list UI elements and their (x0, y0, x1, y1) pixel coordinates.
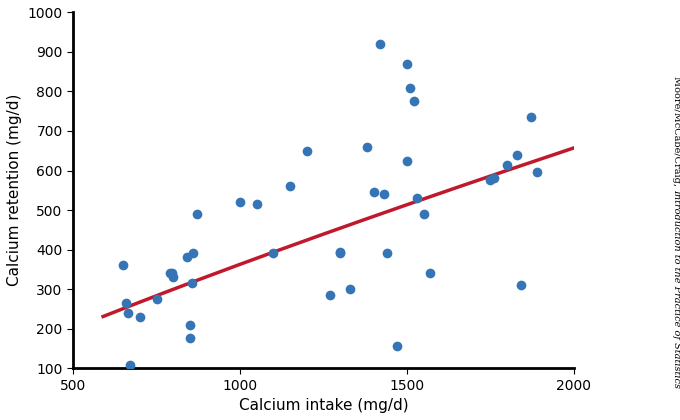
Point (168, 274, 179, 281)
Point (186, 280, 197, 286)
Point (368, 189, 379, 196)
Point (181, 254, 192, 261)
Point (362, 144, 373, 150)
Point (301, 147, 312, 154)
X-axis label: Calcium intake (mg/d): Calcium intake (mg/d) (239, 398, 408, 413)
Point (184, 321, 195, 328)
Point (165, 270, 175, 277)
Point (151, 296, 162, 302)
Point (335, 250, 345, 257)
Y-axis label: Calcium retention (mg/d): Calcium retention (mg/d) (7, 94, 22, 286)
Text: Moore/McCabe/Craig,: Moore/McCabe/Craig, (672, 76, 680, 189)
Point (502, 161, 513, 168)
Text: Introduction to the Practice of Statistics: Introduction to the Practice of Statisti… (672, 189, 680, 388)
Point (166, 270, 177, 277)
Point (411, 195, 422, 202)
Point (525, 114, 536, 121)
Point (515, 282, 526, 289)
Point (325, 291, 336, 298)
Point (268, 250, 279, 257)
Point (402, 60, 413, 67)
Point (184, 335, 195, 342)
Point (335, 248, 345, 255)
Point (118, 262, 129, 269)
Point (425, 270, 436, 277)
Point (375, 41, 386, 47)
Point (402, 157, 413, 164)
Point (418, 210, 429, 217)
Point (378, 191, 389, 197)
Point (191, 210, 202, 217)
Point (345, 286, 356, 292)
Point (512, 151, 523, 158)
Point (408, 98, 419, 105)
Point (285, 183, 296, 190)
Point (405, 84, 415, 91)
Point (392, 343, 403, 350)
Point (124, 362, 135, 368)
Point (121, 299, 132, 306)
Point (252, 201, 262, 207)
Point (122, 310, 133, 316)
Point (188, 250, 199, 257)
Point (488, 175, 499, 182)
Point (235, 199, 245, 205)
Point (485, 177, 496, 184)
Point (135, 313, 146, 320)
Point (381, 250, 392, 257)
Point (532, 169, 543, 176)
